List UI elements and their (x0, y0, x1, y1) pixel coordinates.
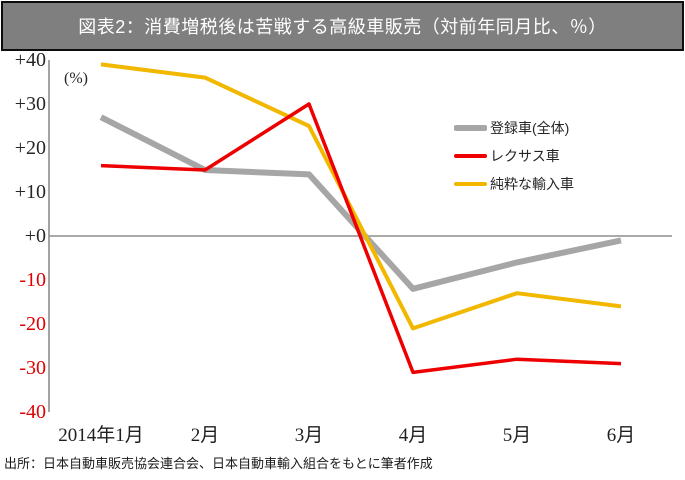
legend-label: 純粋な輸入車 (490, 176, 574, 192)
legend: 登録車(全体) レクサス車 純粋な輸入車 (454, 120, 574, 204)
y-tick-label: +30 (14, 93, 46, 115)
y-tick-label: +20 (14, 137, 46, 159)
x-tick-label: 3月 (294, 425, 324, 446)
legend-item-pure-imports: 純粋な輸入車 (454, 176, 574, 192)
legend-item-registered-cars: 登録車(全体) (454, 120, 574, 136)
legend-item-lexus: レクサス車 (454, 148, 574, 164)
chart-title-bar: 図表2：消費増税後は苦戦する高級車販売（対前年同月比、％） (1, 1, 684, 51)
series-line-2 (100, 62, 622, 331)
series-line-0 (99, 114, 622, 292)
legend-swatch-yellow-line (454, 182, 487, 186)
x-tick-label: 5月 (502, 425, 532, 446)
x-tick-label: 2014年1月 (58, 425, 144, 446)
y-tick-label: -40 (19, 401, 46, 423)
x-tick-label: 2月 (190, 425, 220, 446)
x-tick-label: 4月 (398, 425, 428, 446)
y-tick-label: -10 (19, 269, 46, 291)
chart-title: 図表2：消費増税後は苦戦する高級車販売（対前年同月比、％） (78, 17, 607, 37)
legend-swatch-red-line (454, 154, 487, 158)
y-tick-label: +40 (14, 49, 46, 71)
legend-label: 登録車(全体) (490, 120, 570, 136)
legend-swatch-gray-line (454, 125, 487, 131)
x-tick-label: 6月 (606, 425, 636, 446)
source-note: 出所：日本自動車販売協会連合会、日本自動車輸入組合をもとに筆者作成 (4, 456, 433, 471)
series-line-1 (100, 102, 622, 375)
y-tick-label: +10 (14, 181, 46, 203)
legend-label: レクサス車 (490, 148, 560, 164)
y-tick-label: -30 (19, 357, 46, 379)
y-tick-label: -20 (19, 313, 46, 335)
y-axis-unit-label: (%) (64, 70, 88, 87)
y-tick-label: +0 (24, 225, 46, 247)
